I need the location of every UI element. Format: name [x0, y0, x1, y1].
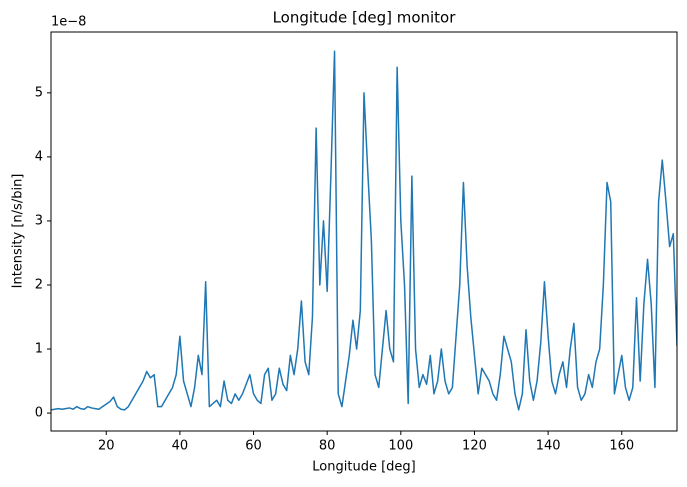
plot-frame: [50, 31, 678, 432]
y-axis-label: Intensity [n/s/bin]: [11, 174, 26, 289]
x-tick-label: 120: [462, 439, 487, 454]
x-tick-label: 40: [172, 439, 189, 454]
y-tick-label: 4: [35, 149, 43, 164]
y-tick-label: 3: [35, 213, 43, 228]
x-tick-label: 100: [388, 439, 413, 454]
x-tick-label: 20: [98, 439, 115, 454]
chart-title: Longitude [deg] monitor: [273, 9, 457, 27]
data-line: [51, 50, 677, 411]
x-tick-label: 160: [609, 439, 634, 454]
x-tick-label: 140: [536, 439, 561, 454]
y-tick-label: 1: [35, 342, 43, 357]
y-tick-label: 0: [35, 406, 43, 421]
y-tick-label: 2: [35, 277, 43, 292]
x-tick-label: 80: [319, 439, 336, 454]
y-offset-text: 1e−8: [51, 15, 86, 30]
x-axis-label: Longitude [deg]: [312, 460, 415, 475]
x-tick-label: 60: [245, 439, 262, 454]
y-tick-label: 5: [35, 85, 43, 100]
